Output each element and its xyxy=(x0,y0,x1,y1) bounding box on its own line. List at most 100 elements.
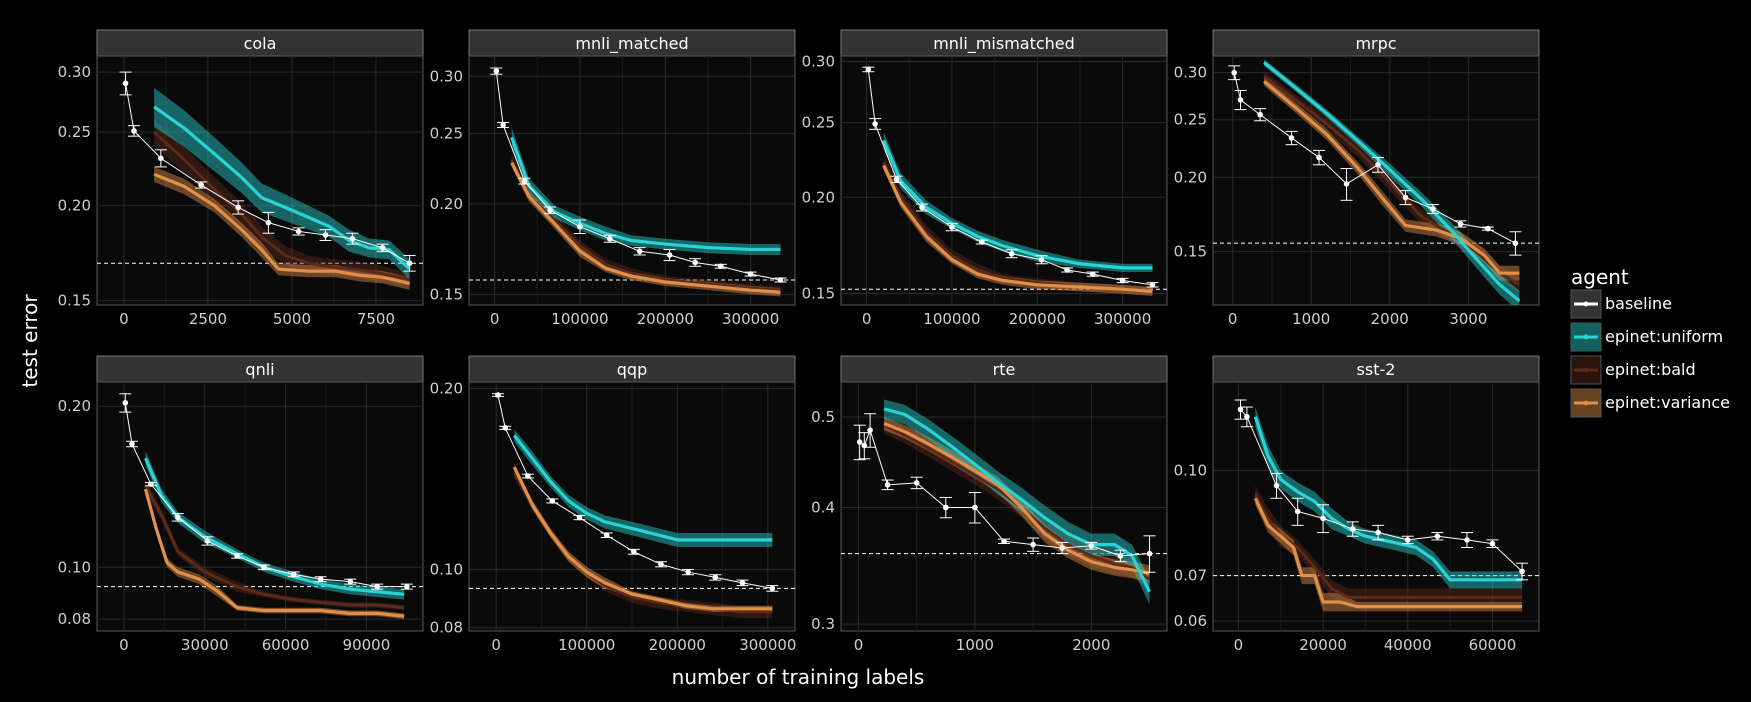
x-tick-label: 0 xyxy=(491,636,501,654)
y-tick-label: 0.20 xyxy=(1174,168,1207,186)
baseline-point xyxy=(493,68,500,74)
baseline-point xyxy=(1349,526,1356,532)
panel-mnli-mismatched: mnli_mismatched 0 100000 200000 300000 0.15 0.… xyxy=(802,29,1168,328)
baseline-point xyxy=(1402,194,1409,201)
baseline-point xyxy=(1008,250,1015,257)
baseline-point xyxy=(747,271,754,277)
y-tick-label: 0.25 xyxy=(1174,111,1207,129)
y-tick-label: 0.30 xyxy=(1174,64,1207,82)
y-tick-label: 0.30 xyxy=(58,63,91,81)
y-tick-label: 0.3 xyxy=(811,615,835,633)
baseline-point xyxy=(1089,271,1096,277)
x-tick-label: 100000 xyxy=(551,310,608,328)
baseline-point xyxy=(1294,508,1301,515)
legend-label-epinet-variance: epinet:variance xyxy=(1605,393,1730,412)
x-tick-label: 100000 xyxy=(558,636,615,654)
plot-area-mrpc xyxy=(1212,55,1540,306)
x-tick-label: 60000 xyxy=(1469,636,1517,654)
y-tick-label: 0.10 xyxy=(430,560,463,578)
plot-qnli xyxy=(97,382,423,631)
x-tick-label: 60000 xyxy=(262,636,310,654)
baseline-point xyxy=(148,481,154,487)
legend-dot-epinet-uniform xyxy=(1583,334,1589,340)
baseline-point xyxy=(913,480,920,486)
panel-mnli-matched: mnli_matched 0 100000 200000 300000 0.15 0.20 0… xyxy=(430,29,796,328)
panel-strip-mnli-matched xyxy=(468,29,796,57)
baseline-point xyxy=(636,248,643,255)
x-tick-label: 300000 xyxy=(739,636,796,654)
plot-area-sst-2 xyxy=(1212,381,1540,632)
line-epinet-variance xyxy=(153,172,410,286)
plot-cola xyxy=(97,56,423,305)
y-tick-label: 0.15 xyxy=(802,285,835,303)
baseline-point xyxy=(547,207,553,213)
baseline-point xyxy=(175,514,181,521)
x-tick-label: 200000 xyxy=(649,636,706,654)
y-tick-label: 0.30 xyxy=(430,67,463,85)
x-tick-label: 0 xyxy=(1234,636,1244,654)
y-tick-label: 0.20 xyxy=(430,379,463,397)
baseline-point xyxy=(949,224,955,230)
line-epinet-variance xyxy=(882,164,1153,294)
y-tick-label: 0.15 xyxy=(1174,243,1207,261)
baseline-point xyxy=(235,204,241,211)
y-tick-label: 0.20 xyxy=(58,397,91,415)
panel-qnli: qnli 0 30000 60000 90000 0.08 0.10 0.20 xyxy=(58,355,424,654)
baseline-point xyxy=(1030,541,1036,548)
line-baseline xyxy=(1233,72,1516,244)
band-epinet-bald xyxy=(145,479,405,611)
legend-title: agent xyxy=(1571,265,1629,289)
baseline-point xyxy=(884,482,891,488)
x-tick-label: 2000 xyxy=(1072,636,1110,654)
baseline-point xyxy=(1146,550,1153,557)
baseline-point xyxy=(349,235,356,242)
panel-strip-cola xyxy=(96,29,424,57)
baseline-point xyxy=(379,245,386,251)
y-tick-label: 0.20 xyxy=(430,195,463,213)
y-tick-label: 0.20 xyxy=(58,197,91,215)
baseline-point xyxy=(261,564,267,571)
baseline-point xyxy=(1375,161,1381,168)
line-epinet-uniform xyxy=(1253,416,1523,582)
band-epinet-variance xyxy=(1264,77,1520,281)
baseline-point xyxy=(972,504,978,511)
baseline-point xyxy=(1088,542,1095,549)
line-epinet-variance xyxy=(1253,497,1523,609)
baseline-point xyxy=(919,204,925,211)
baseline-point xyxy=(658,561,664,568)
legend-label-epinet-bald: epinet:bald xyxy=(1605,360,1696,379)
baseline-point xyxy=(1273,482,1280,489)
baseline-point xyxy=(577,223,583,230)
plot-mrpc xyxy=(1213,56,1539,305)
y-tick-label: 0.08 xyxy=(58,610,91,628)
line-epinet-uniform xyxy=(1263,61,1521,303)
panel-strip-mnli-mismatched xyxy=(840,29,1168,57)
baseline-point xyxy=(1485,225,1491,232)
y-tick-label: 0.07 xyxy=(1174,567,1207,585)
y-tick-label: 0.20 xyxy=(802,188,835,206)
baseline-point xyxy=(979,239,985,245)
legend-label-baseline: baseline xyxy=(1605,294,1672,313)
band-epinet-uniform xyxy=(514,429,773,547)
panel-title-mnli-mismatched: mnli_mismatched xyxy=(933,34,1075,54)
baseline-point xyxy=(502,425,509,431)
baseline-point xyxy=(777,277,784,283)
baseline-point xyxy=(1375,529,1381,536)
baseline-point xyxy=(607,235,613,242)
baseline-point xyxy=(265,219,272,226)
line-baseline xyxy=(124,402,407,588)
line-epinet-uniform xyxy=(883,407,1151,593)
baseline-point xyxy=(1244,413,1250,420)
baseline-point xyxy=(692,259,698,266)
x-tick-label: 3000 xyxy=(1449,310,1487,328)
panel-strip-mrpc xyxy=(1212,29,1540,57)
legend-entry-epinet-variance: epinet:variance xyxy=(1570,388,1730,418)
baseline-point xyxy=(204,538,211,544)
panel-rte: rte 0 1000 2000 0.3 0.4 0.5 xyxy=(811,355,1168,654)
baseline-point xyxy=(290,571,297,578)
baseline-point xyxy=(1149,282,1156,288)
plot-mnli-mismatched xyxy=(841,56,1167,305)
baseline-point xyxy=(549,498,556,504)
baseline-point xyxy=(1059,545,1066,551)
